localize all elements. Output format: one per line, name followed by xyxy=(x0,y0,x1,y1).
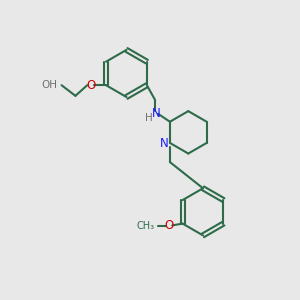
Text: CH₃: CH₃ xyxy=(136,221,154,231)
Text: N: N xyxy=(160,137,169,150)
Text: O: O xyxy=(86,79,95,92)
Text: N: N xyxy=(152,107,161,120)
Text: O: O xyxy=(165,220,174,232)
Text: OH: OH xyxy=(42,80,58,90)
Text: H: H xyxy=(145,112,153,123)
